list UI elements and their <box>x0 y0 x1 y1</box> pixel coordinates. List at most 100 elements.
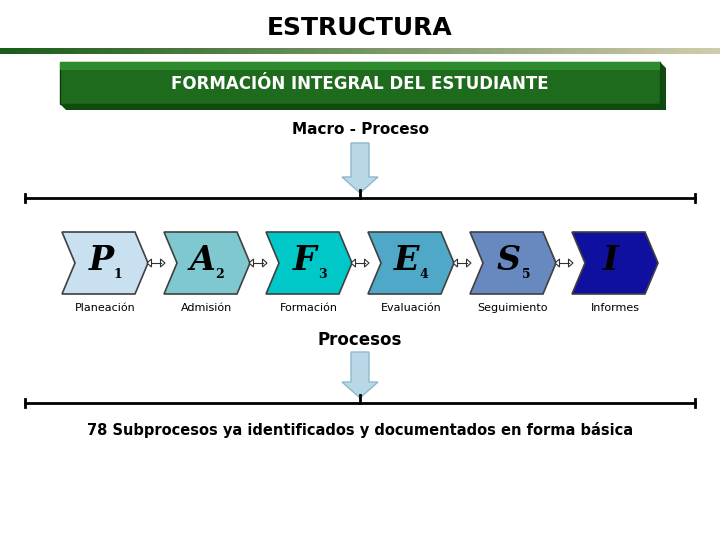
Bar <box>60 62 660 70</box>
Bar <box>346 48 350 54</box>
Bar <box>11 48 15 54</box>
Bar <box>353 48 357 54</box>
Bar <box>677 48 681 54</box>
Text: 1: 1 <box>114 267 122 280</box>
Bar <box>634 48 638 54</box>
Bar <box>475 48 480 54</box>
Bar <box>313 48 318 54</box>
Bar <box>482 48 487 54</box>
Bar <box>392 48 397 54</box>
Bar <box>432 48 436 54</box>
Bar <box>18 48 22 54</box>
Bar <box>0 48 4 54</box>
Bar <box>644 48 649 54</box>
Bar <box>569 48 573 54</box>
Bar <box>662 48 667 54</box>
Bar <box>187 48 192 54</box>
Bar <box>61 48 66 54</box>
Bar <box>122 48 127 54</box>
Bar <box>472 48 476 54</box>
Bar <box>148 48 152 54</box>
Bar <box>360 48 364 54</box>
Text: Admisión: Admisión <box>181 303 233 313</box>
Bar <box>202 48 206 54</box>
Bar <box>86 48 91 54</box>
Bar <box>155 48 159 54</box>
Text: Planeación: Planeación <box>75 303 135 313</box>
Bar <box>493 48 498 54</box>
Bar <box>526 48 530 54</box>
Bar <box>439 48 444 54</box>
Bar <box>601 48 606 54</box>
Bar <box>421 48 426 54</box>
Bar <box>252 48 256 54</box>
Bar <box>598 48 602 54</box>
Bar <box>68 48 73 54</box>
Bar <box>691 48 696 54</box>
Bar <box>184 48 188 54</box>
Bar <box>540 48 544 54</box>
Polygon shape <box>572 232 658 294</box>
Bar <box>58 48 62 54</box>
Text: Informes: Informes <box>590 303 639 313</box>
Bar <box>180 48 184 54</box>
Bar <box>220 48 224 54</box>
Bar <box>547 48 552 54</box>
Text: FORMACIÓN INTEGRAL DEL ESTUDIANTE: FORMACIÓN INTEGRAL DEL ESTUDIANTE <box>171 75 549 93</box>
Bar <box>101 48 105 54</box>
Bar <box>378 48 382 54</box>
Bar <box>648 48 652 54</box>
Bar <box>191 48 195 54</box>
Bar <box>572 48 577 54</box>
Bar <box>450 48 454 54</box>
Bar <box>234 48 238 54</box>
Bar <box>94 48 98 54</box>
Bar <box>684 48 688 54</box>
Text: P: P <box>89 245 114 278</box>
Bar <box>436 48 440 54</box>
Bar <box>511 48 516 54</box>
Bar <box>702 48 706 54</box>
Bar <box>443 48 447 54</box>
Bar <box>695 48 699 54</box>
Bar <box>328 48 332 54</box>
Bar <box>518 48 523 54</box>
Bar <box>108 48 112 54</box>
Bar <box>115 48 120 54</box>
Bar <box>508 48 512 54</box>
Bar <box>144 48 148 54</box>
Bar <box>140 48 145 54</box>
Bar <box>425 48 429 54</box>
Bar <box>83 48 87 54</box>
Bar <box>389 48 393 54</box>
Bar <box>342 48 346 54</box>
Polygon shape <box>351 259 356 267</box>
Bar <box>533 48 537 54</box>
Text: Procesos: Procesos <box>318 331 402 349</box>
Bar <box>288 48 292 54</box>
Bar <box>173 48 177 54</box>
Bar <box>274 48 278 54</box>
Bar <box>216 48 220 54</box>
Polygon shape <box>470 232 556 294</box>
Bar <box>364 48 368 54</box>
Bar <box>468 48 472 54</box>
Bar <box>619 48 624 54</box>
Bar <box>295 48 300 54</box>
Bar <box>461 48 465 54</box>
Bar <box>403 48 408 54</box>
Bar <box>382 48 386 54</box>
Bar <box>223 48 228 54</box>
Polygon shape <box>164 232 250 294</box>
Bar <box>320 48 325 54</box>
Bar <box>209 48 213 54</box>
Bar <box>324 48 328 54</box>
Bar <box>227 48 231 54</box>
Text: ESTRUCTURA: ESTRUCTURA <box>267 16 453 40</box>
Bar <box>554 48 559 54</box>
Bar <box>713 48 717 54</box>
Bar <box>536 48 541 54</box>
Bar <box>454 48 458 54</box>
Bar <box>126 48 130 54</box>
Bar <box>630 48 634 54</box>
